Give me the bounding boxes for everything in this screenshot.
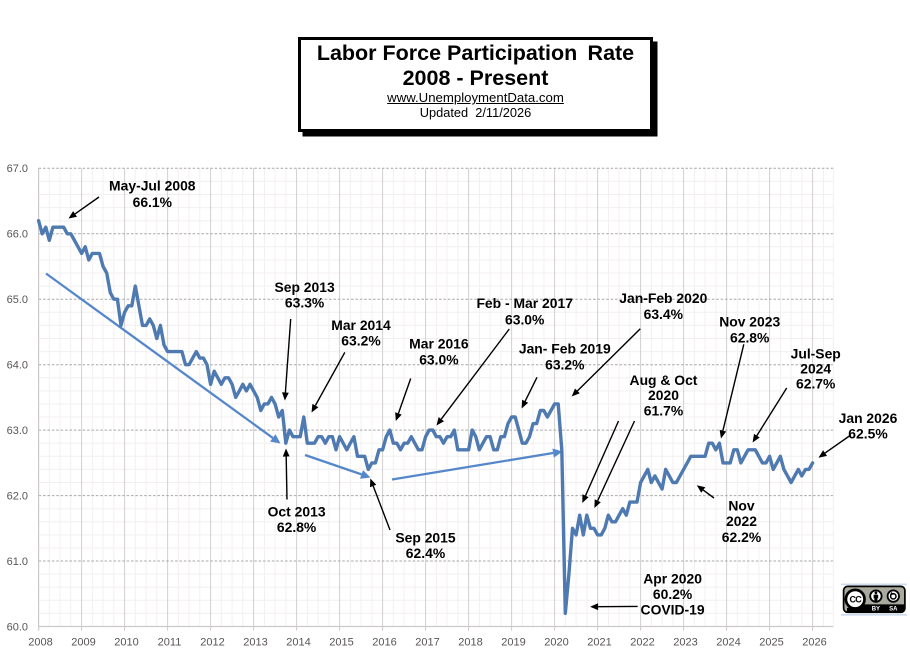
svg-text:CC: CC	[849, 595, 862, 605]
svg-text:63.0%: 63.0%	[419, 351, 458, 367]
svg-text:2020: 2020	[544, 637, 568, 649]
svg-text:COVID-19: COVID-19	[641, 602, 705, 618]
svg-text:2018: 2018	[458, 637, 482, 649]
svg-text:2016: 2016	[372, 637, 396, 649]
svg-text:2022: 2022	[630, 637, 654, 649]
svg-text:Mar 2014: Mar 2014	[331, 317, 391, 333]
svg-text:2009: 2009	[71, 637, 95, 649]
svg-text:60.2%: 60.2%	[653, 586, 692, 602]
svg-text:2024: 2024	[716, 637, 740, 649]
svg-text:62.8%: 62.8%	[730, 330, 769, 346]
svg-text:2019: 2019	[501, 637, 525, 649]
svg-text:BY: BY	[872, 607, 880, 613]
svg-text:Jul-Sep: Jul-Sep	[791, 345, 841, 361]
svg-text:66.1%: 66.1%	[133, 194, 172, 210]
svg-text:2013: 2013	[243, 637, 267, 649]
svg-text:Aug & Oct: Aug & Oct	[630, 372, 698, 388]
svg-text:63.4%: 63.4%	[644, 306, 683, 322]
svg-text:61.0: 61.0	[7, 556, 28, 568]
svg-text:Jan 2026: Jan 2026	[839, 410, 898, 426]
svg-text:Nov: Nov	[728, 498, 755, 514]
svg-text:Oct 2013: Oct 2013	[268, 503, 326, 519]
svg-text:62.7%: 62.7%	[796, 376, 835, 392]
svg-text:63.0%: 63.0%	[505, 311, 544, 327]
svg-text:Sep 2013: Sep 2013	[274, 279, 335, 295]
svg-text:62.0: 62.0	[7, 491, 28, 503]
svg-text:SA: SA	[889, 607, 898, 613]
svg-text:2015: 2015	[329, 637, 353, 649]
svg-text:2023: 2023	[673, 637, 697, 649]
svg-text:Nov 2023: Nov 2023	[719, 314, 780, 330]
svg-text:63.2%: 63.2%	[341, 333, 380, 349]
svg-text:62.2%: 62.2%	[722, 529, 761, 545]
svg-text:2021: 2021	[587, 637, 611, 649]
svg-text:2008: 2008	[28, 637, 52, 649]
svg-text:2026: 2026	[802, 637, 826, 649]
svg-text:63.2%: 63.2%	[545, 357, 584, 373]
svg-text:2014: 2014	[286, 637, 310, 649]
svg-text:67.0: 67.0	[7, 163, 28, 175]
svg-text:65.0: 65.0	[7, 294, 28, 306]
svg-text:63.3%: 63.3%	[285, 295, 324, 311]
svg-text:Mar 2016: Mar 2016	[409, 336, 469, 352]
svg-text:2025: 2025	[759, 637, 783, 649]
svg-text:May-Jul 2008: May-Jul 2008	[109, 177, 196, 193]
svg-text:Apr 2020: Apr 2020	[643, 570, 702, 586]
svg-text:2017: 2017	[415, 637, 439, 649]
svg-text:63.0: 63.0	[7, 425, 28, 437]
svg-text:2011: 2011	[158, 637, 182, 649]
svg-text:62.5%: 62.5%	[848, 426, 887, 442]
svg-text:64.0: 64.0	[7, 360, 28, 372]
svg-text:2022: 2022	[726, 513, 757, 529]
svg-text:Feb - Mar 2017: Feb - Mar 2017	[476, 295, 573, 311]
svg-text:2012: 2012	[200, 637, 224, 649]
svg-text:Sep 2015: Sep 2015	[395, 529, 456, 545]
svg-text:62.4%: 62.4%	[406, 545, 445, 561]
svg-text:2020: 2020	[648, 387, 679, 403]
svg-text:Jan- Feb 2019: Jan- Feb 2019	[519, 341, 611, 357]
svg-text:62.8%: 62.8%	[277, 519, 316, 535]
svg-text:66.0: 66.0	[7, 229, 28, 241]
svg-text:61.7%: 61.7%	[644, 402, 683, 418]
svg-text:2010: 2010	[114, 637, 138, 649]
svg-text:60.0: 60.0	[7, 621, 28, 633]
svg-text:2024: 2024	[800, 361, 831, 377]
svg-text:Jan-Feb 2020: Jan-Feb 2020	[619, 290, 707, 306]
